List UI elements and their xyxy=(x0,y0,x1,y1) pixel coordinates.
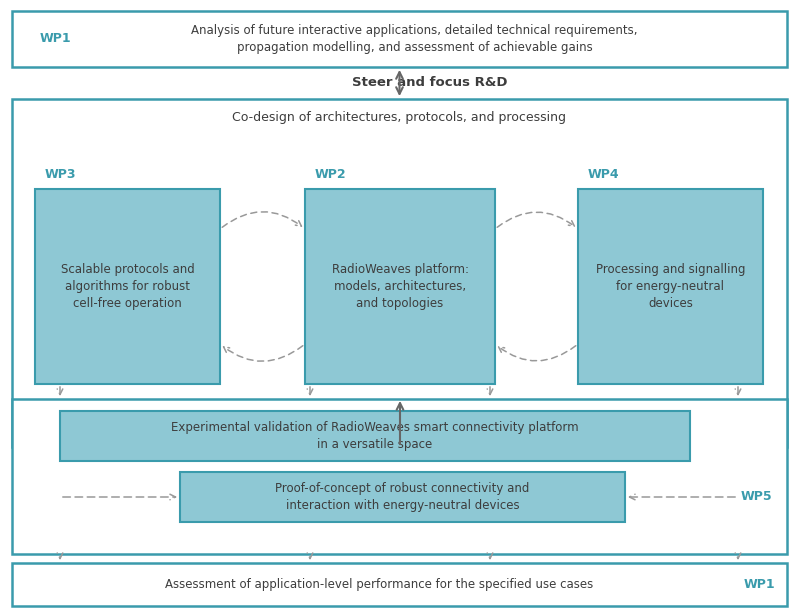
FancyBboxPatch shape xyxy=(305,189,495,384)
FancyBboxPatch shape xyxy=(35,189,220,384)
Text: WP1: WP1 xyxy=(743,578,775,591)
FancyBboxPatch shape xyxy=(12,563,787,606)
Text: Co-design of architectures, protocols, and processing: Co-design of architectures, protocols, a… xyxy=(233,111,566,123)
Text: Assessment of application-level performance for the specified use cases: Assessment of application-level performa… xyxy=(165,578,594,591)
Text: Steer and focus R&D: Steer and focus R&D xyxy=(352,77,507,90)
Text: WP2: WP2 xyxy=(315,168,347,182)
Text: WP4: WP4 xyxy=(588,168,620,182)
Text: Processing and signalling
for energy-neutral
devices: Processing and signalling for energy-neu… xyxy=(596,263,745,310)
Text: Scalable protocols and
algorithms for robust
cell-free operation: Scalable protocols and algorithms for ro… xyxy=(61,263,194,310)
Text: WP3: WP3 xyxy=(45,168,77,182)
FancyBboxPatch shape xyxy=(60,411,690,461)
Text: Analysis of future interactive applications, detailed technical requirements,
pr: Analysis of future interactive applicati… xyxy=(191,24,638,54)
FancyBboxPatch shape xyxy=(578,189,763,384)
FancyBboxPatch shape xyxy=(12,399,787,554)
FancyBboxPatch shape xyxy=(12,99,787,447)
Text: RadioWeaves platform:
models, architectures,
and topologies: RadioWeaves platform: models, architectu… xyxy=(332,263,468,310)
Text: Proof-of-concept of robust connectivity and
interaction with energy-neutral devi: Proof-of-concept of robust connectivity … xyxy=(276,482,530,512)
Text: WP5: WP5 xyxy=(741,491,772,503)
Text: Experimental validation of RadioWeaves smart connectivity platform
in a versatil: Experimental validation of RadioWeaves s… xyxy=(171,421,578,451)
Text: WP1: WP1 xyxy=(40,33,72,45)
FancyBboxPatch shape xyxy=(12,11,787,67)
FancyBboxPatch shape xyxy=(180,472,625,522)
